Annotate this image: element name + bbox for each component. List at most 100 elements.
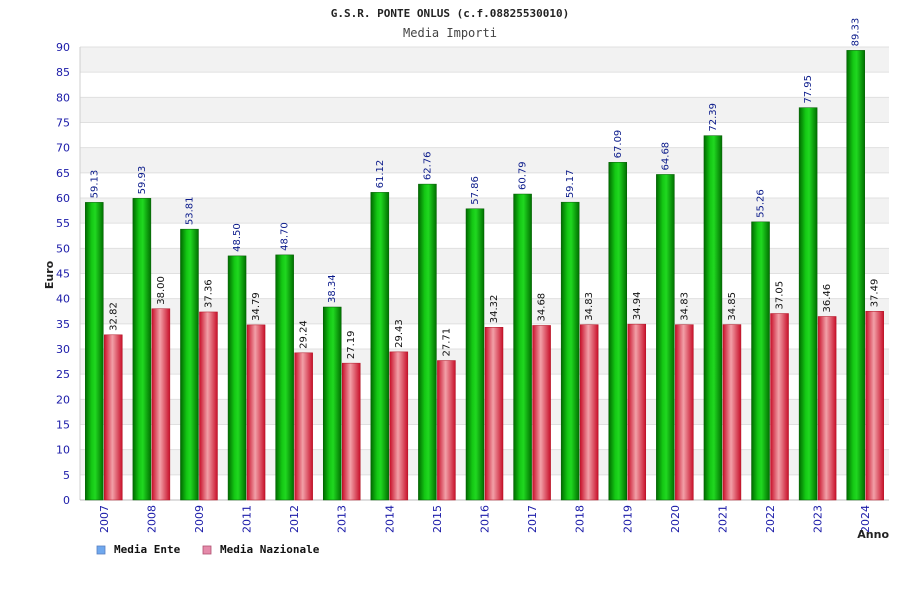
data-label-ente: 60.79 bbox=[518, 161, 529, 190]
data-label-nazionale: 34.68 bbox=[537, 293, 548, 322]
data-label-nazionale: 37.36 bbox=[203, 279, 214, 308]
data-label-nazionale: 27.71 bbox=[441, 328, 452, 357]
bar-media-ente bbox=[751, 221, 770, 501]
bar-media-ente bbox=[180, 228, 199, 501]
data-label-nazionale: 34.85 bbox=[727, 292, 738, 321]
x-axis-ticks: 2007 2008 2009 2011 2012 2013 2014 2015 2016 2017… bbox=[98, 505, 872, 533]
data-label-nazionale: 29.24 bbox=[299, 320, 310, 349]
x-tick-label: 2016 bbox=[479, 505, 492, 533]
data-label-ente: 53.81 bbox=[184, 197, 195, 226]
data-label-ente: 59.13 bbox=[89, 170, 100, 199]
x-tick-label: 2018 bbox=[574, 505, 587, 533]
y-tick-label: 35 bbox=[56, 318, 70, 331]
x-tick-label: 2008 bbox=[145, 505, 158, 533]
grid-band bbox=[80, 147, 889, 173]
y-tick-label: 20 bbox=[56, 393, 70, 406]
data-label-ente: 62.76 bbox=[422, 151, 433, 180]
y-tick-label: 75 bbox=[56, 117, 70, 130]
legend-swatch-ente bbox=[96, 545, 106, 555]
bar-media-nazionale bbox=[199, 311, 218, 501]
y-axis-ticks: 0 5 10 15 20 25 30 35 40 45 50 55 60 65 70 75 80 85 90 bbox=[56, 41, 70, 507]
chart-subtitle: Media Importi bbox=[403, 26, 497, 40]
data-label-nazionale: 34.83 bbox=[584, 292, 595, 321]
y-tick-label: 85 bbox=[56, 66, 70, 79]
data-label-nazionale: 37.05 bbox=[775, 281, 786, 310]
bar-media-nazionale bbox=[770, 313, 789, 501]
bar-media-ente bbox=[132, 198, 152, 501]
grid-band bbox=[80, 97, 889, 123]
y-tick-label: 0 bbox=[63, 494, 70, 507]
grid-band bbox=[80, 47, 889, 73]
bar-media-nazionale bbox=[532, 325, 551, 501]
data-label-nazionale: 34.79 bbox=[251, 292, 262, 321]
data-label-nazionale: 34.94 bbox=[632, 291, 643, 320]
bar-media-ente bbox=[846, 50, 865, 501]
x-tick-label: 2009 bbox=[193, 505, 206, 533]
x-tick-label: 2013 bbox=[336, 505, 349, 533]
legend-label-nazionale: Media Nazionale bbox=[220, 543, 320, 556]
data-label-nazionale: 32.82 bbox=[108, 302, 119, 331]
bar-media-ente bbox=[798, 107, 818, 501]
data-label-ente: 57.86 bbox=[470, 176, 481, 205]
y-tick-label: 65 bbox=[56, 167, 70, 180]
x-tick-label: 2019 bbox=[621, 505, 634, 533]
data-label-ente: 48.70 bbox=[280, 222, 291, 251]
y-tick-label: 5 bbox=[63, 469, 70, 482]
data-label-nazionale: 34.83 bbox=[679, 292, 690, 321]
bar-media-ente bbox=[275, 254, 294, 501]
bar-media-nazionale bbox=[294, 352, 313, 501]
y-tick-label: 60 bbox=[56, 192, 70, 205]
data-label-nazionale: 36.46 bbox=[822, 284, 833, 313]
x-tick-label: 2012 bbox=[288, 505, 301, 533]
bar-media-ente bbox=[608, 162, 628, 501]
bar-media-nazionale bbox=[579, 324, 599, 501]
bar-media-nazionale bbox=[817, 316, 837, 501]
bar-media-nazionale bbox=[151, 308, 171, 501]
bar-media-ente bbox=[465, 208, 485, 501]
y-tick-label: 80 bbox=[56, 91, 70, 104]
grid-band bbox=[80, 72, 889, 98]
data-label-ente: 48.50 bbox=[232, 223, 243, 252]
bar-media-ente bbox=[227, 255, 247, 501]
bar-media-nazionale bbox=[437, 360, 456, 501]
x-tick-label: 2011 bbox=[241, 505, 254, 533]
bar-media-nazionale bbox=[341, 362, 361, 501]
x-tick-label: 2017 bbox=[526, 505, 539, 533]
y-tick-label: 70 bbox=[56, 142, 70, 155]
data-labels: 59.13 32.82 59.93 38.00 53.81 37.36 48.50 34.79… bbox=[89, 18, 880, 359]
data-label-nazionale: 29.43 bbox=[394, 319, 405, 348]
data-label-nazionale: 27.19 bbox=[346, 331, 357, 360]
x-tick-label: 2015 bbox=[431, 505, 444, 533]
bar-media-ente bbox=[418, 183, 437, 501]
grid-band bbox=[80, 122, 889, 148]
bar-media-nazionale bbox=[246, 324, 266, 501]
y-tick-label: 90 bbox=[56, 41, 70, 54]
data-label-ente: 38.34 bbox=[327, 274, 338, 303]
y-tick-label: 40 bbox=[56, 293, 70, 306]
y-tick-label: 50 bbox=[56, 242, 70, 255]
data-label-nazionale: 38.00 bbox=[156, 276, 167, 305]
bar-media-nazionale bbox=[104, 334, 123, 501]
bar-media-ente bbox=[513, 193, 532, 501]
data-label-ente: 72.39 bbox=[708, 103, 719, 132]
data-label-ente: 55.26 bbox=[756, 189, 767, 218]
y-tick-label: 25 bbox=[56, 368, 70, 381]
data-label-nazionale: 34.32 bbox=[489, 295, 500, 324]
chart-title: G.S.R. PONTE ONLUS (c.f.08825530010) bbox=[331, 7, 569, 20]
bar-media-ente bbox=[656, 174, 675, 501]
x-tick-label: 2021 bbox=[716, 505, 729, 533]
x-tick-label: 2024 bbox=[859, 505, 872, 533]
y-tick-label: 45 bbox=[56, 268, 70, 281]
bar-media-nazionale bbox=[484, 327, 504, 501]
bar-media-ente bbox=[703, 135, 723, 501]
data-label-ente: 67.09 bbox=[613, 130, 624, 159]
legend-label-ente: Media Ente bbox=[114, 543, 181, 556]
bar-media-nazionale bbox=[675, 324, 694, 501]
bar-media-ente bbox=[370, 192, 390, 501]
bar-media-nazionale bbox=[627, 323, 647, 501]
data-label-ente: 59.93 bbox=[137, 166, 148, 195]
bar-media-nazionale bbox=[865, 311, 884, 501]
x-tick-label: 2020 bbox=[669, 505, 682, 533]
y-tick-label: 55 bbox=[56, 217, 70, 230]
